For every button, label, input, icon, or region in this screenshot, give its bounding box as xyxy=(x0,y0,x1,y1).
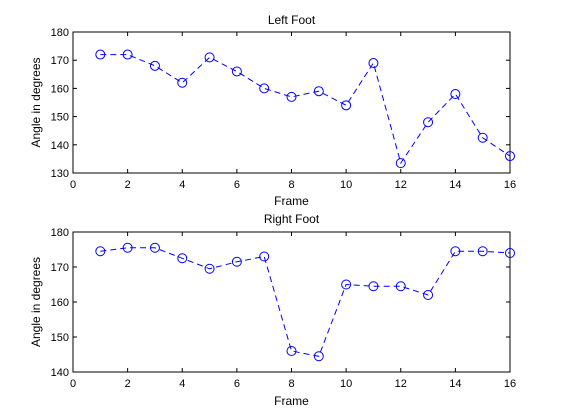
data-point xyxy=(286,91,297,102)
y-tick-label: 160 xyxy=(51,83,69,95)
x-axis-label: Frame xyxy=(274,394,309,408)
x-tick-label: 14 xyxy=(449,378,461,390)
data-point xyxy=(286,346,297,356)
data-point xyxy=(313,351,324,362)
x-tick-label: 12 xyxy=(395,378,407,390)
y-tick-label: 170 xyxy=(51,55,69,67)
subplot-left-foot: Left Foot Frame Angle in degrees 0 2 4 6 8 10… xyxy=(29,13,516,208)
data-point xyxy=(149,60,160,71)
x-tick-label: 8 xyxy=(288,179,294,191)
x-tick-label: 4 xyxy=(179,179,185,191)
x-tick-label: 4 xyxy=(179,378,185,390)
y-tick-label: 180 xyxy=(51,27,69,39)
x-tick-label: 12 xyxy=(395,179,407,191)
x-tick-label: 8 xyxy=(288,378,294,390)
x-axis-label: Frame xyxy=(274,194,309,208)
y-tick-label: 130 xyxy=(51,168,69,180)
x-tick-label: 6 xyxy=(234,378,240,390)
data-point xyxy=(423,290,434,300)
data-point xyxy=(450,89,461,100)
data-point xyxy=(95,49,106,60)
data-point xyxy=(149,242,160,253)
series-line xyxy=(100,54,511,165)
data-point xyxy=(450,246,461,257)
data-point xyxy=(477,132,488,143)
data-point xyxy=(177,77,188,88)
data-point xyxy=(122,49,133,60)
data-point xyxy=(313,86,324,97)
subplot-right-foot: Right Foot Frame Angle in degrees 0 2 4 6 8 1… xyxy=(29,212,516,408)
y-tick-label: 150 xyxy=(51,332,69,344)
data-point xyxy=(259,251,270,262)
data-point xyxy=(122,242,133,253)
y-tick-label: 140 xyxy=(51,367,69,379)
x-tick-label: 14 xyxy=(449,179,461,191)
x-tick-label: 10 xyxy=(340,179,352,191)
y-axis-label: Angle in degrees xyxy=(29,257,43,347)
x-tick-label: 2 xyxy=(125,378,131,390)
x-tick-label: 2 xyxy=(125,179,131,191)
data-point xyxy=(505,248,515,258)
x-tick-label: 0 xyxy=(70,179,76,191)
y-tick-label: 160 xyxy=(51,297,69,309)
plot-area xyxy=(72,231,511,373)
data-point xyxy=(95,246,106,257)
y-tick-label: 140 xyxy=(51,140,69,152)
plot-area xyxy=(72,31,511,174)
y-tick-label: 180 xyxy=(51,227,69,239)
data-point xyxy=(341,100,352,111)
data-point xyxy=(477,246,488,257)
x-tick-label: 0 xyxy=(70,378,76,390)
chart-title: Left Foot xyxy=(268,13,316,27)
x-tick-label: 10 xyxy=(340,378,352,390)
data-point xyxy=(177,253,188,264)
data-point xyxy=(259,83,270,94)
data-point xyxy=(231,256,242,267)
data-point xyxy=(341,279,352,290)
data-point xyxy=(395,281,406,292)
x-tick-label: 16 xyxy=(504,378,516,390)
data-point xyxy=(423,117,434,128)
data-point xyxy=(505,151,515,162)
chart-title: Right Foot xyxy=(264,212,320,226)
y-axis-label: Angle in degrees xyxy=(29,57,43,147)
data-point xyxy=(204,52,215,63)
series-line xyxy=(100,247,511,357)
data-point xyxy=(395,158,406,169)
y-tick-label: 150 xyxy=(51,112,69,124)
x-tick-label: 16 xyxy=(504,179,516,191)
data-point xyxy=(368,58,379,69)
data-point xyxy=(204,263,215,274)
y-tick-label: 170 xyxy=(51,262,69,274)
data-point xyxy=(231,66,242,77)
x-tick-label: 6 xyxy=(234,179,240,191)
data-point xyxy=(368,281,379,292)
